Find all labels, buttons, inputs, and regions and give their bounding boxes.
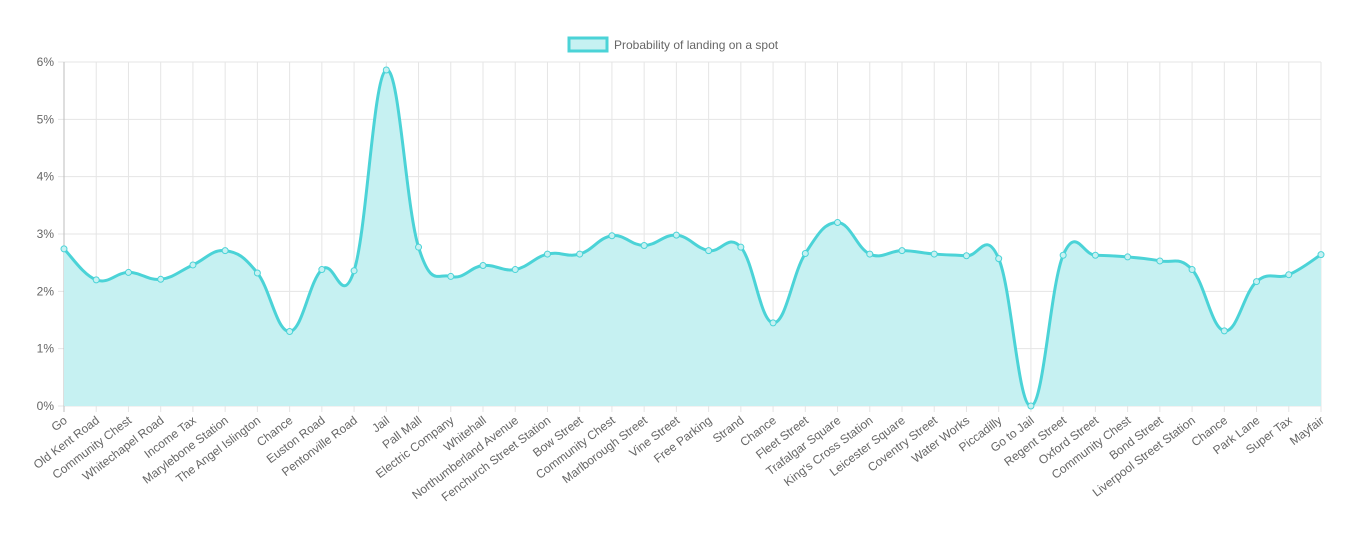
x-tick-label: Jail xyxy=(369,413,392,435)
data-point[interactable] xyxy=(962,252,970,260)
x-tick-label: Mayfair xyxy=(1287,413,1327,448)
data-point[interactable] xyxy=(92,276,100,284)
data-point[interactable] xyxy=(382,66,390,74)
data-point[interactable] xyxy=(1220,327,1228,335)
data-point[interactable] xyxy=(286,327,294,335)
data-point[interactable] xyxy=(769,319,777,327)
data-point[interactable] xyxy=(415,243,423,251)
data-point[interactable] xyxy=(318,266,326,274)
y-tick-label: 2% xyxy=(37,284,55,298)
data-point[interactable] xyxy=(608,232,616,240)
data-point[interactable] xyxy=(511,266,519,274)
data-points xyxy=(60,66,1325,410)
legend[interactable]: Probability of landing on a spot xyxy=(567,36,779,53)
data-point[interactable] xyxy=(60,245,68,253)
data-point[interactable] xyxy=(1027,402,1035,410)
y-tick-label: 5% xyxy=(37,112,55,126)
series-area xyxy=(64,69,1321,407)
y-tick-label: 0% xyxy=(37,399,55,413)
data-point[interactable] xyxy=(930,250,938,258)
y-tick-label: 6% xyxy=(37,55,55,69)
area-fill xyxy=(64,69,1321,407)
data-point[interactable] xyxy=(866,250,874,258)
data-point[interactable] xyxy=(1285,271,1293,279)
data-point[interactable] xyxy=(737,243,745,251)
y-tick-label: 1% xyxy=(37,342,55,356)
data-point[interactable] xyxy=(543,250,551,258)
data-point[interactable] xyxy=(350,267,358,275)
y-tick-label: 3% xyxy=(37,227,55,241)
data-point[interactable] xyxy=(1188,266,1196,274)
data-point[interactable] xyxy=(801,249,809,257)
legend-label: Probability of landing on a spot xyxy=(614,38,779,52)
data-point[interactable] xyxy=(189,261,197,269)
data-point[interactable] xyxy=(1059,251,1067,259)
data-point[interactable] xyxy=(640,241,648,249)
data-point[interactable] xyxy=(253,269,261,277)
data-point[interactable] xyxy=(447,272,455,280)
data-point[interactable] xyxy=(898,247,906,255)
data-point[interactable] xyxy=(221,247,229,255)
data-point[interactable] xyxy=(576,250,584,258)
y-axis-tick-labels: 0% 1% 2% 3% 4% 5% 6% xyxy=(37,55,55,413)
data-point[interactable] xyxy=(1091,251,1099,259)
data-point[interactable] xyxy=(157,275,165,283)
data-point[interactable] xyxy=(672,231,680,239)
data-point[interactable] xyxy=(834,219,842,227)
data-point[interactable] xyxy=(479,262,487,270)
y-tick-label: 4% xyxy=(37,170,55,184)
data-point[interactable] xyxy=(1253,278,1261,286)
data-point[interactable] xyxy=(705,247,713,255)
data-point[interactable] xyxy=(124,268,132,276)
x-tick-label: Go xyxy=(49,413,70,434)
data-point[interactable] xyxy=(1156,257,1164,265)
data-point[interactable] xyxy=(1317,251,1325,259)
data-point[interactable] xyxy=(1124,253,1132,261)
legend-swatch xyxy=(567,36,609,53)
data-point[interactable] xyxy=(995,255,1003,263)
